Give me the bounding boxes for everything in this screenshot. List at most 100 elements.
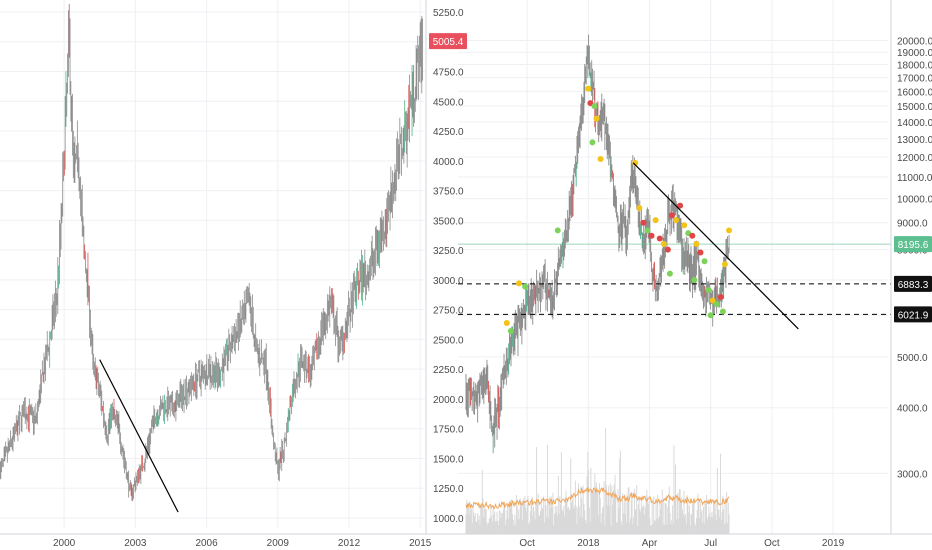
right-x-tick-label: Oct bbox=[519, 538, 535, 549]
signal-dot-yellow bbox=[726, 227, 733, 234]
right-price-badge-bg bbox=[894, 236, 932, 253]
signal-dot-yellow bbox=[503, 319, 510, 326]
right-trendline bbox=[632, 162, 799, 330]
signal-dot-green bbox=[713, 301, 720, 308]
signal-dot-yellow bbox=[673, 217, 680, 224]
right-chart-gridlines bbox=[458, 0, 888, 534]
right-x-tick-label: Oct bbox=[764, 538, 780, 549]
right-y-tick-label: 3000.0 bbox=[897, 469, 928, 480]
signal-dot-green bbox=[589, 139, 596, 146]
signal-dot-green bbox=[554, 227, 561, 234]
right-x-tick-label: Jul bbox=[704, 538, 717, 549]
right-y-tick-label: 4000.0 bbox=[897, 404, 928, 415]
right-y-tick-label: 10000.0 bbox=[897, 195, 932, 206]
right-price-badge-text: 6021.9 bbox=[898, 310, 929, 321]
right-y-tick-label: 5000.0 bbox=[897, 353, 928, 364]
signal-dot-green bbox=[705, 287, 712, 294]
right-price-badge: 6883.3 bbox=[894, 275, 932, 292]
right-chart-horizontal-levels bbox=[458, 243, 891, 315]
left-y-tick-label: 5250.0 bbox=[433, 8, 464, 19]
signal-dot-yellow bbox=[652, 217, 659, 224]
right-chart-price-axis[interactable]: 3000.04000.05000.06000.07000.08000.09000… bbox=[890, 0, 932, 534]
signal-dot-red bbox=[640, 219, 647, 226]
left-x-tick-label: 2015 bbox=[409, 538, 432, 549]
left-y-tick-label: 2750.0 bbox=[433, 306, 464, 317]
right-price-badge-text: 6883.3 bbox=[898, 280, 929, 291]
right-x-tick-label: Apr bbox=[642, 538, 658, 549]
left-last-price-badge-text: 5005.4 bbox=[433, 37, 464, 48]
right-x-tick-label: 2019 bbox=[822, 538, 845, 549]
right-y-tick-label: 14000.0 bbox=[897, 118, 932, 129]
signal-dot-red bbox=[677, 202, 684, 209]
signal-dot-yellow bbox=[597, 155, 604, 162]
signal-dot-green bbox=[591, 103, 598, 110]
right-y-tick-label: 20000.0 bbox=[897, 37, 932, 48]
left-y-tick-label: 2000.0 bbox=[433, 395, 464, 406]
left-y-tick-label: 4250.0 bbox=[433, 127, 464, 138]
left-y-tick-label: 3250.0 bbox=[433, 246, 464, 257]
signal-dot-yellow bbox=[516, 280, 523, 287]
left-y-tick-label: 4500.0 bbox=[433, 97, 464, 108]
signal-dot-red bbox=[648, 232, 655, 239]
price-badges: 5005.4 8195.6 6883.3 6021.9 bbox=[429, 33, 932, 323]
signal-dot-green bbox=[666, 270, 673, 277]
signal-dot-yellow bbox=[632, 159, 639, 166]
signal-dot-red bbox=[668, 212, 675, 219]
left-y-tick-label: 1000.0 bbox=[433, 514, 464, 525]
signal-dot-green bbox=[691, 277, 698, 284]
left-x-tick-label: 2000 bbox=[53, 538, 76, 549]
right-y-tick-label: 12000.0 bbox=[897, 153, 932, 164]
right-price-badge: 8195.6 bbox=[894, 236, 932, 253]
right-y-tick-label: 9000.0 bbox=[897, 219, 928, 230]
right-chart-signal-dots bbox=[503, 85, 733, 334]
right-price-badge-bg bbox=[894, 275, 932, 292]
signal-dot-yellow bbox=[709, 297, 716, 304]
left-chart-price-axis[interactable]: 1000.0 1250.0 1500.0 1750.0 2000.0 2250.0 2500… bbox=[425, 0, 464, 534]
right-y-tick-label: 13000.0 bbox=[897, 135, 932, 146]
left-trendline bbox=[99, 359, 179, 513]
left-x-tick-label: 2009 bbox=[267, 538, 290, 549]
signal-dot-red bbox=[664, 246, 671, 253]
trendlines[interactable] bbox=[99, 162, 799, 513]
signal-dot-yellow bbox=[593, 115, 600, 122]
signal-dot-green bbox=[507, 327, 514, 334]
left-x-tick-label: 2012 bbox=[338, 538, 361, 549]
signal-dot-green bbox=[719, 308, 726, 315]
signal-dot-green bbox=[701, 258, 708, 265]
right-price-badge: 6021.9 bbox=[894, 306, 932, 323]
left-y-tick-label: 3000.0 bbox=[433, 276, 464, 287]
left-y-tick-label: 1750.0 bbox=[433, 425, 464, 436]
signal-dot-green bbox=[707, 312, 714, 319]
left-y-tick-label: 3750.0 bbox=[433, 187, 464, 198]
right-y-tick-label: 11000.0 bbox=[897, 173, 932, 184]
left-y-tick-label: 4000.0 bbox=[433, 157, 464, 168]
left-y-tick-label: 3500.0 bbox=[433, 216, 464, 227]
signal-dot-green bbox=[644, 227, 651, 234]
left-x-tick-label: 2003 bbox=[124, 538, 147, 549]
left-y-tick-label: 4750.0 bbox=[433, 68, 464, 79]
right-chart-volume bbox=[465, 428, 730, 534]
right-x-tick-label: 2018 bbox=[577, 538, 600, 549]
right-y-tick-label: 18000.0 bbox=[897, 61, 932, 72]
signal-dot-yellow bbox=[585, 85, 592, 92]
signal-dot-yellow bbox=[636, 204, 643, 211]
left-x-tick-label: 2006 bbox=[195, 538, 218, 549]
right-price-badge-bg bbox=[894, 306, 932, 323]
signal-dot-yellow bbox=[660, 240, 667, 247]
right-price-badge-text: 8195.6 bbox=[898, 240, 929, 251]
right-y-tick-label: 16000.0 bbox=[897, 87, 932, 98]
signal-dot-red bbox=[656, 235, 663, 242]
signal-dot-yellow bbox=[693, 240, 700, 247]
left-y-tick-label: 2500.0 bbox=[433, 335, 464, 346]
right-y-tick-label: 19000.0 bbox=[897, 48, 932, 59]
left-y-tick-label: 1500.0 bbox=[433, 454, 464, 465]
signal-dot-red bbox=[697, 249, 704, 256]
right-chart-time-axis[interactable]: Oct 2018 Apr Jul Oct 2019 bbox=[0, 533, 932, 549]
left-y-tick-label: 2250.0 bbox=[433, 365, 464, 376]
left-chart-time-axis[interactable]: 2000 2003 2006 2009 2012 2015 bbox=[53, 538, 432, 549]
right-y-tick-label: 17000.0 bbox=[897, 74, 932, 85]
left-last-price-badge: 5005.4 bbox=[429, 33, 467, 50]
left-chart-price-series[interactable] bbox=[0, 4, 424, 502]
volume-moving-average bbox=[465, 487, 730, 511]
